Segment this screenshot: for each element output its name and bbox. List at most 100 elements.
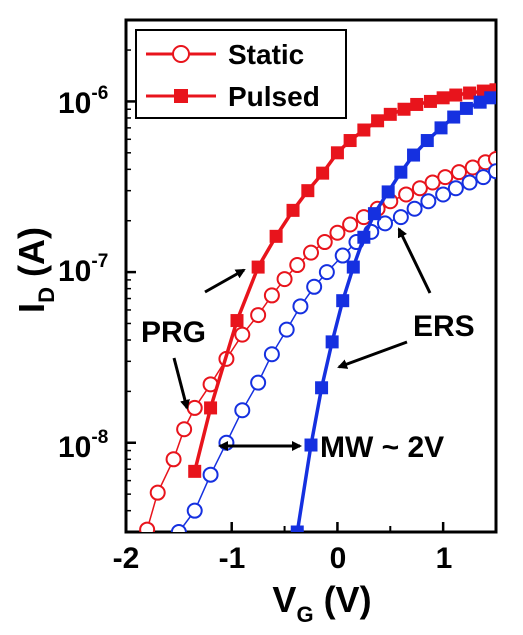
- data-point: [336, 294, 350, 308]
- data-point: [234, 402, 251, 419]
- data-point: [316, 166, 330, 180]
- data-point: [377, 215, 393, 232]
- data-point: [186, 399, 203, 416]
- data-point: [459, 101, 473, 115]
- data-point: [371, 114, 385, 128]
- data-point: [204, 401, 218, 415]
- data-point: [318, 264, 335, 281]
- arrow-prg: [172, 357, 190, 410]
- data-point: [407, 148, 421, 162]
- legend-box: [135, 29, 347, 119]
- data-point: [306, 278, 323, 295]
- data-point: [434, 121, 448, 135]
- series-layer: [139, 83, 496, 532]
- data-point: [475, 169, 492, 186]
- data-point: [411, 180, 428, 197]
- series-prg-static: [139, 150, 496, 532]
- data-point: [170, 524, 187, 532]
- data-point: [420, 193, 437, 210]
- data-point: [342, 216, 359, 233]
- data-point: [489, 83, 496, 97]
- series-prg-pulsed: [188, 83, 496, 478]
- data-point: [250, 307, 267, 324]
- x-tick-label-4: 1: [436, 542, 453, 575]
- data-point: [234, 326, 251, 343]
- y-tick-label-2: 10-7: [58, 251, 108, 288]
- data-point: [329, 224, 346, 241]
- data-point: [420, 134, 434, 148]
- data-point: [406, 200, 423, 217]
- data-point: [397, 102, 411, 116]
- data-point: [278, 321, 295, 338]
- legend-label-static: Static: [228, 39, 304, 70]
- series-ers-pulsed: [290, 91, 496, 532]
- data-point: [263, 346, 280, 363]
- data-point: [473, 95, 487, 109]
- data-point: [449, 88, 463, 102]
- data-point: [484, 91, 496, 105]
- y-tick-label-1: 10-8: [58, 427, 108, 464]
- data-point: [301, 184, 315, 198]
- data-point: [423, 94, 437, 108]
- x-tick-label-2: -1: [219, 542, 246, 575]
- data-point: [357, 123, 371, 137]
- data-point: [488, 150, 496, 167]
- data-point: [346, 260, 360, 274]
- data-point: [289, 257, 306, 274]
- x-tick-labels: -2 -1 0 1: [113, 542, 453, 575]
- plot-frame: [124, 18, 498, 534]
- data-point: [304, 438, 318, 452]
- data-point: [398, 186, 415, 203]
- data-point: [230, 314, 244, 328]
- data-point: [463, 86, 477, 100]
- x-tick-label-3: 0: [330, 542, 347, 575]
- data-point: [447, 180, 464, 197]
- data-point: [188, 464, 202, 478]
- data-point: [165, 451, 182, 468]
- series-ers-static: [170, 163, 496, 532]
- axis-ticks: [124, 19, 445, 533]
- annotation-ers: ERS: [413, 310, 475, 343]
- x-tick-label-1: -2: [113, 542, 140, 575]
- x-axis-title: VG (V): [272, 579, 371, 627]
- data-point: [186, 502, 203, 519]
- data-point: [315, 381, 329, 395]
- legend: Static Pulsed: [135, 29, 347, 119]
- data-point: [269, 229, 283, 243]
- data-point: [383, 107, 397, 121]
- data-point: [316, 234, 333, 251]
- annotation-prg: PRG: [141, 316, 206, 349]
- arrow-ers-static: [397, 227, 432, 294]
- data-point: [437, 169, 454, 186]
- y-tick-label-3: 10-6: [58, 83, 108, 120]
- legend-marker-pulsed: [174, 89, 188, 103]
- data-point: [488, 163, 496, 180]
- data-point: [436, 91, 450, 105]
- data-point: [149, 484, 166, 501]
- data-point: [435, 186, 452, 203]
- data-point: [263, 287, 280, 304]
- data-point: [367, 207, 381, 221]
- data-point: [381, 185, 395, 199]
- y-axis-title: ID (A): [11, 227, 59, 313]
- data-point: [292, 298, 309, 315]
- data-point: [451, 164, 467, 181]
- arrow-ers-pulsed: [337, 340, 408, 369]
- data-point: [447, 110, 461, 124]
- data-point: [176, 421, 193, 438]
- data-point: [357, 230, 371, 244]
- data-point: [251, 260, 265, 274]
- y-tick-labels: 10-8 10-7 10-6: [58, 83, 108, 464]
- data-point: [334, 247, 351, 264]
- data-point: [410, 97, 424, 111]
- data-point: [394, 165, 408, 179]
- annotations: PRG ERS MW ~ 2V: [141, 227, 475, 464]
- data-point: [139, 521, 156, 532]
- data-point: [202, 466, 219, 483]
- arrow-pulsed-prg: [204, 268, 246, 294]
- data-point: [250, 374, 267, 391]
- data-point: [343, 134, 357, 148]
- data-point: [290, 525, 304, 532]
- data-point: [325, 335, 339, 349]
